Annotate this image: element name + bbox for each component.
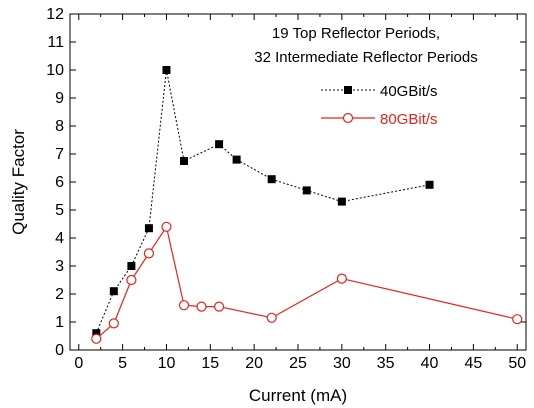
data-point bbox=[196, 301, 207, 312]
x-tick-label: 10 bbox=[158, 355, 176, 372]
data-point bbox=[161, 221, 172, 232]
x-tick-label: 50 bbox=[508, 355, 526, 372]
data-point bbox=[143, 248, 155, 259]
y-tick-label: 5 bbox=[55, 202, 64, 219]
data-point bbox=[336, 273, 347, 284]
annotation-line-2: 32 Intermediate Reflector Periods bbox=[254, 49, 477, 66]
data-point bbox=[178, 300, 190, 311]
data-point bbox=[144, 224, 153, 233]
y-axis-title: Quality Factor bbox=[9, 129, 28, 235]
data-point bbox=[337, 197, 346, 206]
data-point bbox=[162, 66, 171, 74]
series-layer bbox=[91, 66, 523, 344]
data-point bbox=[127, 262, 136, 270]
y-tick-label: 9 bbox=[55, 90, 64, 107]
x-tick-label: 45 bbox=[464, 355, 482, 372]
data-point bbox=[425, 180, 434, 189]
data-point bbox=[108, 318, 119, 329]
data-point bbox=[267, 175, 276, 184]
x-tick-label: 40 bbox=[421, 355, 439, 372]
legend: 40GBit/s 80GBit/s bbox=[321, 83, 438, 128]
x-tick-label: 20 bbox=[245, 355, 263, 372]
y-tick-label: 12 bbox=[46, 6, 64, 23]
y-tick-label: 6 bbox=[55, 174, 64, 191]
data-point bbox=[215, 140, 224, 149]
series-0 bbox=[92, 66, 434, 338]
y-tick-label: 4 bbox=[55, 230, 64, 247]
data-point bbox=[109, 287, 118, 296]
y-tick-label: 10 bbox=[46, 62, 64, 79]
x-tick-label: 5 bbox=[118, 355, 127, 372]
series-1 bbox=[91, 221, 523, 344]
data-point bbox=[213, 301, 225, 312]
series-1-line bbox=[95, 225, 518, 340]
data-point bbox=[91, 333, 102, 344]
series-0-line bbox=[95, 69, 430, 334]
axis-ticks bbox=[70, 13, 526, 351]
y-tick-label: 11 bbox=[47, 34, 64, 51]
x-tick-label: 15 bbox=[201, 355, 219, 372]
x-axis-title: Current (mA) bbox=[249, 386, 347, 405]
annotation-line-1: 19 Top Reflector Periods, bbox=[272, 25, 440, 42]
data-point bbox=[302, 186, 311, 195]
y-tick-label: 3 bbox=[55, 258, 64, 275]
x-tick-label: 0 bbox=[74, 355, 83, 372]
x-tick-label: 35 bbox=[377, 355, 395, 372]
data-point bbox=[180, 157, 188, 165]
data-point bbox=[232, 155, 241, 164]
y-tick-label: 8 bbox=[55, 118, 64, 135]
x-tick-label: 25 bbox=[289, 355, 307, 372]
y-tick-label: 7 bbox=[55, 146, 64, 163]
legend-40g-marker bbox=[344, 86, 352, 94]
y-tick-label: 2 bbox=[55, 286, 64, 303]
legend-40g-label: 40GBit/s bbox=[380, 83, 438, 100]
data-point bbox=[126, 274, 137, 286]
x-tick-label: 30 bbox=[333, 355, 351, 372]
legend-80g-label: 80GBit/s bbox=[380, 111, 438, 128]
data-point bbox=[512, 314, 523, 325]
data-point bbox=[92, 329, 101, 338]
data-point bbox=[266, 312, 277, 323]
legend-80g-marker bbox=[342, 112, 354, 124]
y-tick-label: 0 bbox=[55, 342, 64, 359]
y-tick-label: 1 bbox=[55, 314, 64, 331]
